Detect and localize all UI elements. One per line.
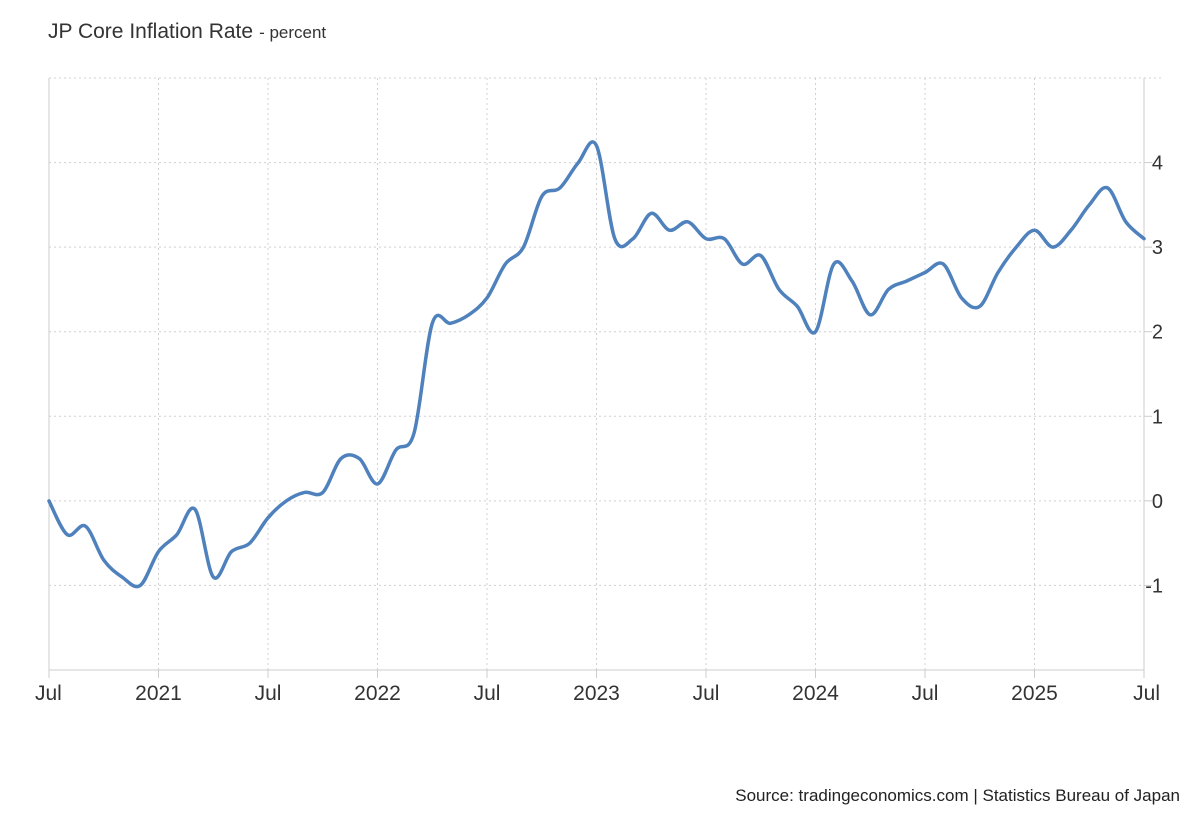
grid-lines xyxy=(48,77,1164,670)
y-tick-label: 0 xyxy=(1152,491,1163,513)
tick-labels: -1 0 1 2 3 4 Jul 2021 Jul 2022 Jul 2023 Jul 2024 Jul 20… xyxy=(35,153,1163,705)
x-tick-label: Jul xyxy=(693,682,720,705)
source-note: Source: tradingeconomics.com | Statistic… xyxy=(735,786,1180,805)
x-tick-label: 2024 xyxy=(792,682,839,705)
y-tick-label: 4 xyxy=(1152,153,1163,175)
axes xyxy=(48,78,1152,678)
x-tick-label: 2022 xyxy=(354,682,401,705)
x-tick-label: Jul xyxy=(1133,682,1160,705)
chart-subtitle: - percent xyxy=(259,23,327,42)
chart-title: JP Core Inflation Rate - percent xyxy=(48,20,326,44)
x-tick-label: Jul xyxy=(35,682,62,705)
x-tick-label: 2025 xyxy=(1011,682,1058,705)
y-tick-label: 2 xyxy=(1152,322,1163,344)
y-tick-label: -1 xyxy=(1145,575,1163,597)
series-line-0 xyxy=(47,140,1146,589)
x-tick-label: 2021 xyxy=(135,682,182,705)
x-tick-label: Jul xyxy=(912,682,939,705)
x-tick-label: Jul xyxy=(474,682,501,705)
x-tick-label: Jul xyxy=(255,682,282,705)
series xyxy=(47,140,1146,589)
chart-title-main: JP Core Inflation Rate xyxy=(48,20,254,43)
x-tick-label: 2023 xyxy=(573,682,620,705)
y-tick-label: 1 xyxy=(1152,406,1163,428)
y-tick-label: 3 xyxy=(1152,237,1163,259)
